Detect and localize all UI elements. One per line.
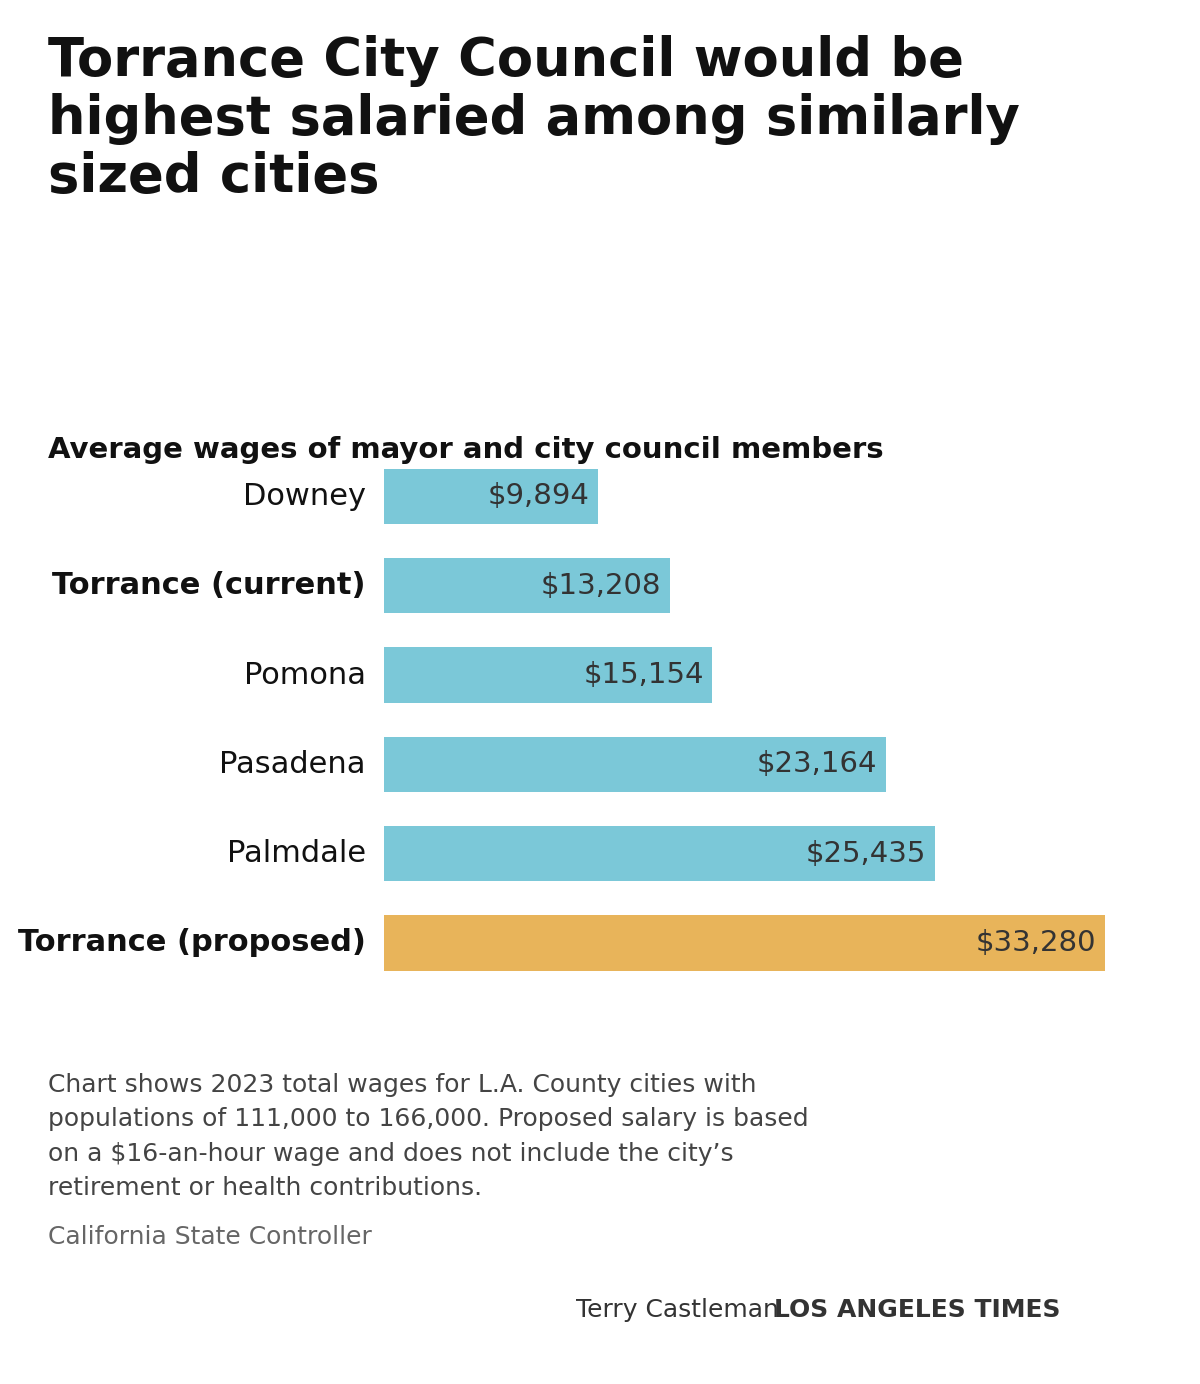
Text: Downey: Downey <box>242 482 366 511</box>
Text: LOS ANGELES TIMES: LOS ANGELES TIMES <box>774 1298 1061 1322</box>
Text: Chart shows 2023 total wages for L.A. County cities with
populations of 111,000 : Chart shows 2023 total wages for L.A. Co… <box>48 1073 809 1200</box>
Text: $9,894: $9,894 <box>488 483 589 511</box>
Text: Pomona: Pomona <box>244 660 366 689</box>
Text: California State Controller: California State Controller <box>48 1225 372 1248</box>
Bar <box>384 469 599 525</box>
Text: $23,164: $23,164 <box>757 750 877 778</box>
Bar <box>384 648 713 703</box>
Text: $25,435: $25,435 <box>806 840 926 868</box>
Text: $13,208: $13,208 <box>541 572 661 599</box>
Bar <box>384 736 886 792</box>
Text: Terry Castleman: Terry Castleman <box>576 1298 804 1322</box>
Text: $15,154: $15,154 <box>583 662 703 689</box>
Text: Pasadena: Pasadena <box>220 750 366 779</box>
Bar <box>384 915 1105 970</box>
Text: Palmdale: Palmdale <box>227 839 366 868</box>
Text: Torrance (current): Torrance (current) <box>53 572 366 601</box>
Bar <box>384 826 935 882</box>
Text: Average wages of mayor and city council members: Average wages of mayor and city council … <box>48 436 883 464</box>
Text: $33,280: $33,280 <box>976 929 1097 956</box>
Bar <box>384 558 670 613</box>
Text: Torrance (proposed): Torrance (proposed) <box>18 929 366 958</box>
Text: Torrance City Council would be
highest salaried among similarly
sized cities: Torrance City Council would be highest s… <box>48 35 1020 203</box>
